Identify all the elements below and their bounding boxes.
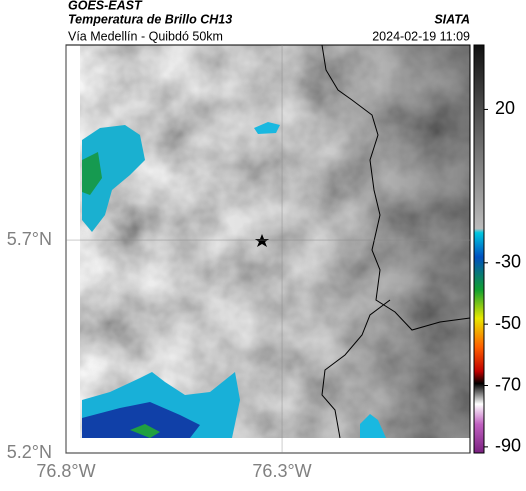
x-tick-label: 76.8°W xyxy=(36,461,95,481)
brand-label: SIATA xyxy=(434,12,470,26)
map-image xyxy=(80,44,471,439)
datetime-label: 2024-02-19 11:09 xyxy=(372,29,470,43)
cold-cloud xyxy=(254,122,280,134)
cloud-shade xyxy=(80,45,470,438)
colorbar-tick-label: -50 xyxy=(495,313,521,333)
map-subtitle: Vía Medellín - Quibdó 50km xyxy=(68,29,223,43)
border-line xyxy=(321,299,391,439)
cold-cloud xyxy=(360,414,386,438)
colorbar-tick-label: 20 xyxy=(495,98,515,118)
cold-cloud-core xyxy=(130,424,160,438)
colorbar xyxy=(473,44,485,454)
y-tick-label: 5.2°N xyxy=(7,442,52,462)
x-tick-label: 76.3°W xyxy=(252,461,311,481)
source-label: GOES-EAST xyxy=(68,0,143,12)
y-tick-label: 5.7°N xyxy=(7,229,52,249)
cold-cloud-core xyxy=(82,152,102,195)
cold-cloud xyxy=(82,125,145,232)
colorbar-tick-label: -70 xyxy=(495,374,521,394)
border-line xyxy=(321,44,471,331)
cold-cloud-core xyxy=(82,402,200,438)
colorbar-tick-label: -30 xyxy=(495,252,521,272)
colorbar-tick-label: -90 xyxy=(495,436,521,456)
location-marker xyxy=(255,234,269,247)
map-title: Temperatura de Brillo CH13 xyxy=(68,12,232,26)
